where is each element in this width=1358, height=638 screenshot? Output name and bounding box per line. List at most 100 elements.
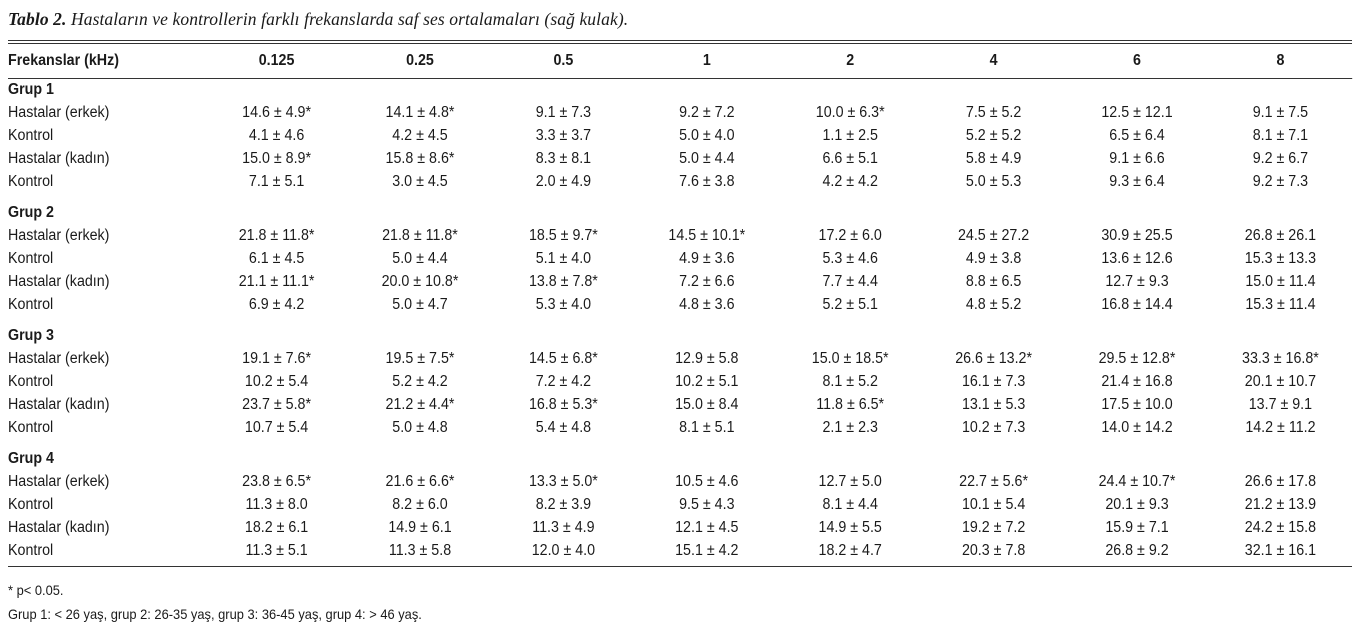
empty-cell xyxy=(348,193,491,224)
group-row: Grup 2 xyxy=(8,193,1352,224)
value-cell: 10.1 ± 5.4 xyxy=(961,496,1026,513)
value-cell: 14.5 ± 6.8* xyxy=(528,350,598,367)
value-cell: 4.2 ± 4.5 xyxy=(392,127,448,144)
value-cell: 24.5 ± 27.2 xyxy=(957,227,1030,244)
row-label: Hastalar (kadın) xyxy=(8,519,110,536)
value-cell: 7.5 ± 5.2 xyxy=(965,104,1022,121)
header-row: Frekanslar (kHz) 0.125 0.25 0.5 1 2 4 6 … xyxy=(8,44,1353,79)
empty-cell xyxy=(205,439,348,470)
row-label: Kontrol xyxy=(8,250,54,267)
value-cell: 13.6 ± 12.6 xyxy=(1101,250,1173,267)
row-label: Hastalar (erkek) xyxy=(8,350,110,367)
value-cell: 23.7 ± 5.8* xyxy=(242,396,312,413)
value-cell: 21.8 ± 11.8* xyxy=(238,227,315,244)
value-cell: 20.1 ± 10.7 xyxy=(1244,373,1317,390)
table-row: Hastalar (erkek) 21.8 ± 11.8* 21.8 ± 11.8*… xyxy=(8,224,1352,247)
value-cell: 20.0 ± 10.8* xyxy=(381,273,459,290)
empty-cell xyxy=(492,79,635,102)
value-cell: 9.2 ± 7.3 xyxy=(1252,173,1309,190)
value-cell: 8.1 ± 4.4 xyxy=(822,496,878,513)
value-cell: 15.9 ± 7.1 xyxy=(1105,519,1169,536)
empty-cell xyxy=(1065,439,1208,470)
empty-cell xyxy=(1209,316,1352,347)
table-caption: Tablo 2. Hastaların ve kontrollerin fark… xyxy=(8,6,1352,32)
value-cell: 16.1 ± 7.3 xyxy=(961,373,1026,390)
value-cell: 15.3 ± 13.3 xyxy=(1244,250,1317,267)
empty-cell xyxy=(922,79,1065,102)
value-cell: 14.2 ± 11.2 xyxy=(1245,419,1316,436)
value-cell: 2.1 ± 2.3 xyxy=(822,419,878,436)
value-cell: 6.5 ± 6.4 xyxy=(1109,127,1165,144)
value-cell: 7.2 ± 4.2 xyxy=(535,373,592,390)
empty-cell xyxy=(779,439,922,470)
footnote-significance: * p< 0.05. xyxy=(8,582,64,598)
value-cell: 8.1 ± 5.1 xyxy=(679,419,735,436)
value-cell: 6.1 ± 4.5 xyxy=(248,250,305,267)
value-cell: 8.1 ± 5.2 xyxy=(822,373,878,390)
empty-cell xyxy=(1065,193,1208,224)
row-label: Hastalar (erkek) xyxy=(8,473,110,490)
value-cell: 7.6 ± 3.8 xyxy=(679,173,735,190)
value-cell: 1.1 ± 2.5 xyxy=(822,127,878,144)
value-cell: 15.1 ± 4.2 xyxy=(675,542,739,559)
value-cell: 10.2 ± 5.1 xyxy=(675,373,739,390)
empty-cell xyxy=(1065,316,1208,347)
value-cell: 5.0 ± 5.3 xyxy=(965,173,1022,190)
value-cell: 12.0 ± 4.0 xyxy=(531,542,596,559)
value-cell: 8.8 ± 6.5 xyxy=(965,273,1022,290)
value-cell: 10.0 ± 6.3* xyxy=(815,104,885,121)
row-label: Hastalar (erkek) xyxy=(8,104,110,121)
empty-cell xyxy=(1209,193,1352,224)
value-cell: 24.2 ± 15.8 xyxy=(1244,519,1317,536)
value-cell: 11.3 ± 5.8 xyxy=(388,542,452,559)
value-cell: 7.1 ± 5.1 xyxy=(248,173,305,190)
value-cell: 16.8 ± 5.3* xyxy=(528,396,598,413)
value-cell: 21.6 ± 6.6* xyxy=(385,473,455,490)
value-cell: 14.9 ± 6.1 xyxy=(388,519,452,536)
value-cell: 4.8 ± 5.2 xyxy=(965,296,1022,313)
table-row: Kontrol 6.1 ± 4.5 5.0 ± 4.4 5.1 ± 4.0 4.9 ± … xyxy=(8,247,1352,270)
value-cell: 10.5 ± 4.6 xyxy=(675,473,739,490)
empty-cell xyxy=(922,439,1065,470)
table-row: Kontrol 4.1 ± 4.6 4.2 ± 4.5 3.3 ± 3.7 5.0 ± … xyxy=(8,124,1352,147)
value-cell: 21.8 ± 11.8* xyxy=(382,227,458,244)
value-cell: 6.9 ± 4.2 xyxy=(248,296,305,313)
value-cell: 5.8 ± 4.9 xyxy=(965,150,1022,167)
bottom-rule xyxy=(8,566,1352,567)
row-label: Kontrol xyxy=(8,127,54,144)
value-cell: 12.9 ± 5.8 xyxy=(675,350,739,367)
table-container: Tablo 2. Hastaların ve kontrollerin fark… xyxy=(8,6,1353,625)
empty-cell xyxy=(635,439,778,470)
table-row: Hastalar (kadın) 21.1 ± 11.1* 20.0 ± 10.8*… xyxy=(8,270,1352,293)
value-cell: 7.7 ± 4.4 xyxy=(822,273,878,290)
table-row: Hastalar (erkek) 19.1 ± 7.6* 19.5 ± 7.5* 14… xyxy=(8,347,1352,370)
value-cell: 11.3 ± 8.0 xyxy=(245,496,308,513)
header-cell: 0.125 xyxy=(258,52,295,69)
value-cell: 14.6 ± 4.9* xyxy=(242,104,312,121)
empty-cell xyxy=(922,316,1065,347)
table-row: Kontrol 10.2 ± 5.4 5.2 ± 4.2 7.2 ± 4.2 10.2 … xyxy=(8,370,1352,393)
value-cell: 13.1 ± 5.3 xyxy=(961,396,1026,413)
value-cell: 5.3 ± 4.0 xyxy=(535,296,592,313)
value-cell: 8.1 ± 7.1 xyxy=(1252,127,1309,144)
value-cell: 9.2 ± 6.7 xyxy=(1252,150,1309,167)
value-cell: 10.2 ± 5.4 xyxy=(244,373,309,390)
value-cell: 20.3 ± 7.8 xyxy=(961,542,1026,559)
empty-cell xyxy=(205,316,348,347)
value-cell: 3.0 ± 4.5 xyxy=(392,173,448,190)
value-cell: 12.1 ± 4.5 xyxy=(675,519,739,536)
value-cell: 10.2 ± 7.3 xyxy=(961,419,1026,436)
value-cell: 29.5 ± 12.8* xyxy=(1098,350,1176,367)
empty-cell xyxy=(205,193,348,224)
value-cell: 4.9 ± 3.6 xyxy=(679,250,735,267)
value-cell: 21.4 ± 16.8 xyxy=(1101,373,1173,390)
value-cell: 19.1 ± 7.6* xyxy=(242,350,312,367)
value-cell: 18.5 ± 9.7* xyxy=(528,227,598,244)
group-row: Grup 3 xyxy=(8,316,1352,347)
value-cell: 15.8 ± 8.6* xyxy=(385,150,455,167)
empty-cell xyxy=(779,79,922,102)
table-row: Hastalar (kadın) 23.7 ± 5.8* 21.2 ± 4.4* 16… xyxy=(8,393,1352,416)
value-cell: 18.2 ± 6.1 xyxy=(244,519,309,536)
value-cell: 20.1 ± 9.3 xyxy=(1105,496,1169,513)
empty-cell xyxy=(635,193,778,224)
